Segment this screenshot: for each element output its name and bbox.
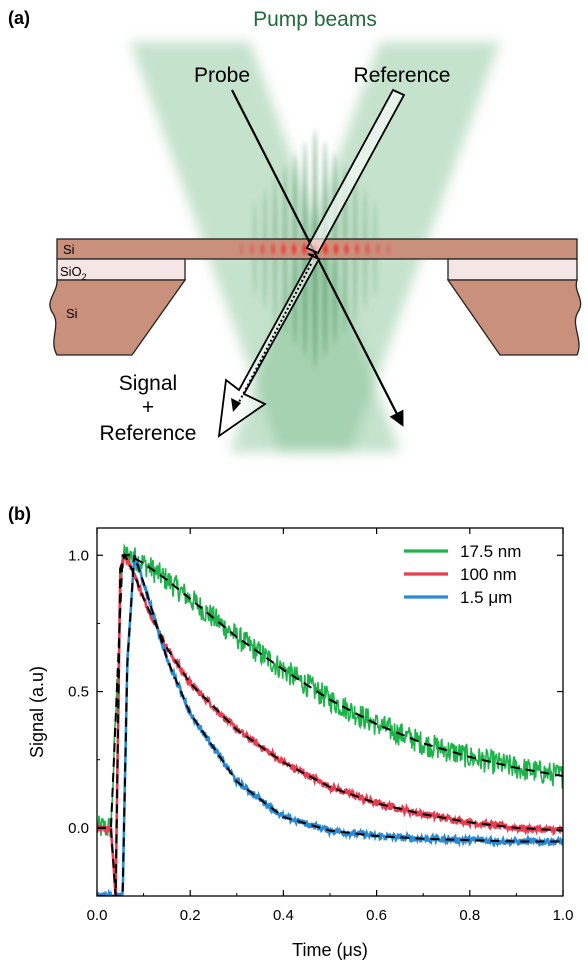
legend-label: 100 nm <box>460 565 517 584</box>
legend-label: 17.5 nm <box>460 542 521 561</box>
signal-label-line3: Reference <box>100 422 197 445</box>
x-tick-label: 0.2 <box>180 907 201 924</box>
grating-spot <box>321 241 330 257</box>
pump-beams-label: Pump beams <box>253 8 377 31</box>
grating-spot <box>384 241 393 257</box>
silicon-substrate-right <box>446 279 582 356</box>
chart: 0.0 0.2 0.4 0.6 0.8 1.0 0.0 0.5 1.0 Time (μs) Si… <box>27 527 574 960</box>
panel-b-label: (b) <box>8 504 31 524</box>
si-bottom-label: Si <box>66 306 78 321</box>
signal-arrowhead <box>231 398 241 412</box>
grating-spot <box>258 241 267 257</box>
x-tick-label: 0.0 <box>87 907 108 924</box>
panel-a-label: (a) <box>8 8 30 28</box>
x-tick-label: 0.4 <box>273 907 294 924</box>
series-line-0 <box>97 543 563 838</box>
reference-beam <box>305 88 406 255</box>
grating-spot <box>269 241 277 257</box>
silicon-substrate-left <box>49 279 187 356</box>
panel-b: (b) 0.0 0.2 0.4 0.6 0.8 1.0 0.0 0.5 1.0 Time (μs… <box>8 504 573 960</box>
legend: 17.5 nm 100 nm 1.5 μm <box>404 542 521 607</box>
y-axis-label: Signal (a.u) <box>27 666 47 758</box>
x-tick-label: 1.0 <box>553 907 574 924</box>
grating-spot <box>363 241 372 257</box>
grating-spot <box>300 241 309 257</box>
reference-label: Reference <box>354 64 451 87</box>
grating-spot <box>237 241 246 257</box>
oxide-layer-right <box>447 258 578 281</box>
grating-spot <box>342 241 351 257</box>
sample: Si SiO2 Si <box>49 238 582 356</box>
y-tick-label: 0.0 <box>68 820 89 837</box>
fit-line-1 <box>97 552 563 896</box>
y-tick-label: 0.5 <box>68 684 89 701</box>
signal-label-line1: Signal <box>119 372 177 395</box>
signal-beam-dotted <box>237 263 312 405</box>
grating-spot <box>290 241 298 257</box>
grating-spot <box>248 241 256 257</box>
si-top-label: Si <box>63 242 75 257</box>
x-tick-label: 0.8 <box>459 907 480 924</box>
signal-label-line2: + <box>142 396 154 419</box>
legend-label: 1.5 μm <box>460 588 512 607</box>
grating-spot <box>279 241 288 257</box>
grating-spot <box>332 241 340 257</box>
x-axis-label: Time (μs) <box>292 940 368 960</box>
thermal-grating <box>237 241 393 257</box>
fit-line-2 <box>97 554 563 896</box>
x-tick-label: 0.6 <box>366 907 387 924</box>
panel-a: (a) Pump beams Si SiO2 Si <box>8 8 582 452</box>
grating-spot <box>374 241 382 257</box>
probe-label: Probe <box>194 64 250 87</box>
sio2-label: SiO2 <box>60 264 87 282</box>
probe-beam <box>231 89 404 427</box>
grating-spot <box>353 241 361 257</box>
fit-line-0 <box>97 554 563 829</box>
y-tick-label: 1.0 <box>68 547 89 564</box>
